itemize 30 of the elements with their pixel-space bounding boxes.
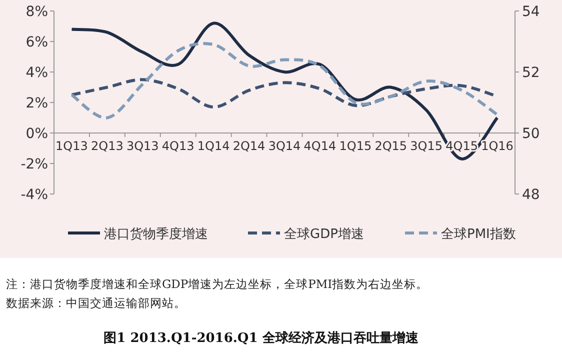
x-tick-label: 4Q13	[162, 139, 194, 153]
x-tick-label: 2Q14	[232, 139, 266, 153]
legend-label: 全球GDP增速	[284, 227, 364, 242]
x-tick-label: 3Q13	[126, 139, 159, 153]
text: 注：港口货物季度增速和全球GDP增速为左边坐标，全球PMI指数为右边坐标。	[6, 277, 428, 291]
y-tick-label: 4%	[26, 65, 48, 81]
text: 图1 2013.Q1-2016.Q1 全球经济及港口吞吐量增速	[104, 330, 420, 346]
x-tick-label: 4Q14	[304, 139, 336, 153]
x-tick-label: 2Q13	[91, 139, 124, 153]
y2-tick-label: 54	[522, 4, 540, 20]
x-tick-label: 1Q14	[197, 139, 230, 153]
x-tick-label: 2Q15	[374, 139, 408, 153]
y2-tick-label: 50	[522, 126, 540, 142]
y-tick-label: -4%	[20, 187, 48, 203]
x-tick-label: 3Q15	[410, 139, 443, 153]
y-tick-label: 8%	[26, 4, 48, 20]
line-series	[70, 42, 499, 120]
y-tick-label: -2%	[20, 156, 48, 172]
y-tick-label: 0%	[26, 126, 48, 142]
legend-label: 全球PMI指数	[441, 227, 516, 242]
x-tick-label: 1Q16	[481, 139, 514, 153]
x-tick-label: 1Q15	[339, 139, 372, 153]
legend-label: 港口货物季度增速	[104, 226, 208, 242]
x-tick-label: 1Q13	[56, 139, 88, 153]
source-note: 数据来源：中国交通运输部网站。	[6, 296, 186, 310]
y-tick-label: 2%	[26, 96, 48, 112]
y2-tick-label: 48	[522, 187, 540, 203]
y-tick-label: 6%	[26, 34, 48, 50]
y2-tick-label: 52	[522, 65, 540, 81]
x-tick-label: 3Q14	[268, 139, 301, 153]
